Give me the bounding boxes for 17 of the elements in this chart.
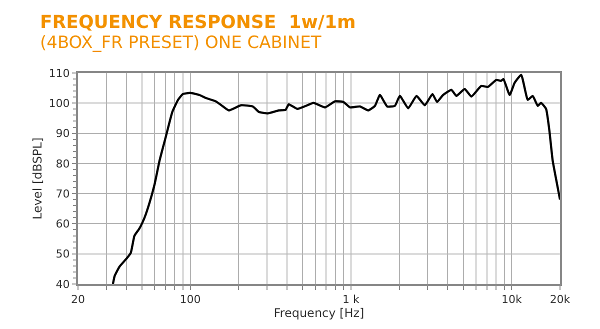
y-tick-label: 100 (48, 96, 70, 110)
y-tick-label: 70 (56, 187, 70, 200)
x-axis-title: Frequency [Hz] (274, 306, 364, 320)
y-axis-title: Level [dBSPL] (30, 137, 45, 220)
chart-subtitle: (4BOX_FR PRESET) ONE CABINET (40, 33, 322, 53)
y-tick-label: 90 (56, 127, 70, 140)
x-tick-label: 10k (501, 293, 522, 306)
chart-title: FREQUENCY RESPONSE 1w/1m (40, 12, 356, 33)
x-tick-label: 20k (550, 293, 571, 306)
x-tick-label: 20 (71, 293, 85, 306)
y-tick-label: 60 (56, 218, 70, 231)
x-tick-label: 1 k (342, 293, 360, 306)
y-tick-label: 80 (56, 157, 70, 170)
y-tick-label: 110 (48, 66, 70, 80)
y-tick-label: 50 (56, 248, 70, 261)
x-tick-label: 100 (180, 293, 201, 306)
y-tick-label: 40 (56, 278, 70, 291)
